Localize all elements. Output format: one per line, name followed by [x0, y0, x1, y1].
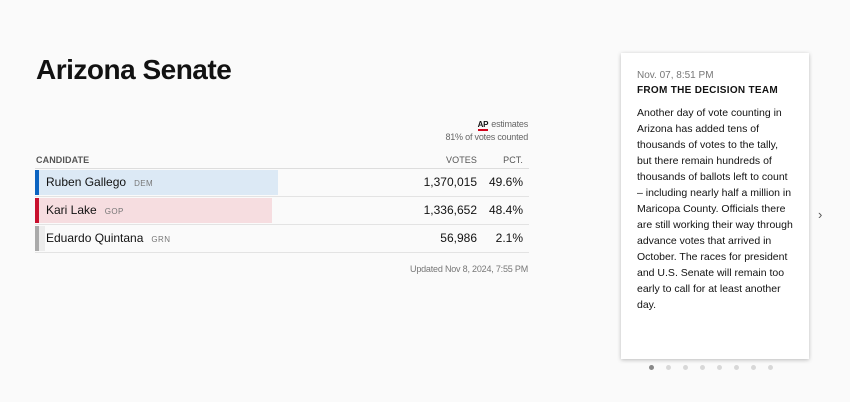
party-stripe: [35, 198, 39, 223]
carousel-dot[interactable]: [700, 365, 705, 370]
results-table: CANDIDATE VOTES PCT. Ruben Gallego DEM 1,3…: [35, 152, 529, 253]
carousel-dots: [649, 365, 785, 370]
candidate-pct: 2.1%: [495, 231, 523, 245]
carousel-dot[interactable]: [683, 365, 688, 370]
candidate-pct: 48.4%: [488, 203, 523, 217]
party-stripe: [35, 170, 39, 195]
updated-timestamp: Updated Nov 8, 2024, 7:55 PM: [410, 264, 528, 274]
party-stripe: [35, 226, 39, 251]
candidate-pct: 49.6%: [488, 175, 523, 189]
candidate-party: GOP: [104, 207, 124, 216]
carousel-dot[interactable]: [717, 365, 722, 370]
table-header: CANDIDATE VOTES PCT.: [35, 152, 529, 169]
candidate-votes: 56,986: [440, 231, 477, 245]
carousel-dot[interactable]: [666, 365, 671, 370]
card-timestamp: Nov. 07, 8:51 PM: [637, 70, 714, 81]
table-row: Eduardo Quintana GRN 56,986 2.1%: [35, 225, 529, 253]
chevron-right-icon[interactable]: ›: [818, 207, 823, 222]
card-heading: FROM THE DECISION TEAM: [637, 85, 779, 96]
candidate-party: DEM: [134, 179, 154, 188]
candidate-name-cell: Kari Lake GOP: [35, 197, 407, 224]
candidate-name: Eduardo Quintana: [46, 231, 144, 245]
header-pct: PCT.: [503, 155, 523, 165]
table-row: Kari Lake GOP 1,336,652 48.4%: [35, 197, 529, 225]
table-row: Ruben Gallego DEM 1,370,015 49.6%: [35, 169, 529, 197]
reporting-meta: AP estimates 81% of votes counted: [328, 118, 528, 144]
carousel-dot[interactable]: [768, 365, 773, 370]
vote-share-bar: [35, 198, 273, 223]
candidate-name: Ruben Gallego: [46, 175, 127, 189]
vote-share-bar: [35, 226, 46, 251]
candidate-votes: 1,370,015: [423, 175, 477, 189]
carousel-dot[interactable]: [751, 365, 756, 370]
candidate-name: Kari Lake: [46, 203, 97, 217]
header-votes: VOTES: [445, 155, 477, 165]
estimates-label: estimates: [491, 119, 528, 129]
ap-logo: AP: [477, 120, 489, 131]
candidate-name-cell: Eduardo Quintana GRN: [35, 225, 407, 252]
candidate-votes: 1,336,652: [423, 203, 477, 217]
card-body: Another day of vote counting in Arizona …: [637, 107, 793, 311]
page-title: Arizona Senate: [36, 54, 232, 85]
decision-team-card: Nov. 07, 8:51 PM FROM THE DECISION TEAM …: [621, 53, 809, 359]
candidate-name-cell: Ruben Gallego DEM: [35, 169, 407, 196]
votes-counted: 81% of votes counted: [445, 132, 528, 142]
vote-share-bar: [35, 170, 279, 195]
candidate-party: GRN: [151, 235, 171, 244]
carousel-dot[interactable]: [649, 365, 654, 370]
carousel-dot[interactable]: [734, 365, 739, 370]
header-candidate: CANDIDATE: [36, 155, 90, 165]
